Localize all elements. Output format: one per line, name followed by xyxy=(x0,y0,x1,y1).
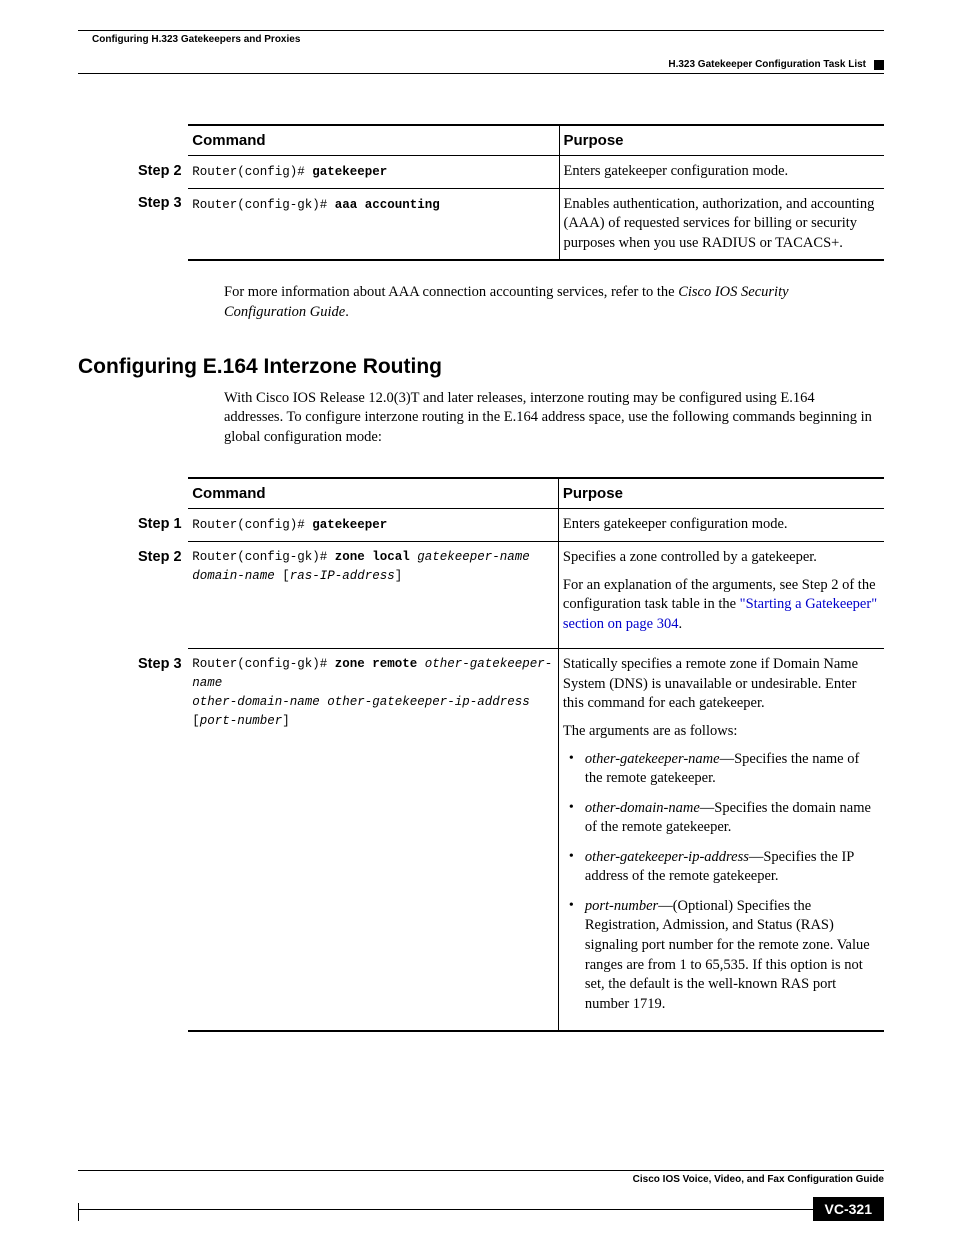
body-paragraph: With Cisco IOS Release 12.0(3)T and late… xyxy=(224,389,874,448)
purpose-text: Enables authentication, authorization, a… xyxy=(559,188,884,260)
list-item: other-gatekeeper-ip-address—Specifies th… xyxy=(563,848,880,887)
cmd-keyword: gatekeeper xyxy=(312,165,387,179)
cmd-arg: port-number xyxy=(200,714,283,728)
cmd-keyword: zone remote xyxy=(335,657,418,671)
table-row: Step 2 Router(config-gk)# zone local gat… xyxy=(134,542,884,649)
table-row: Step 1 Router(config)# gatekeeper Enters… xyxy=(134,509,884,542)
table-header-purpose: Purpose xyxy=(559,125,884,156)
cmd-arg: domain-name xyxy=(192,569,282,583)
list-item: other-gatekeeper-name—Specifies the name… xyxy=(563,750,880,789)
purpose-text: Statically specifies a remote zone if Do… xyxy=(563,655,880,714)
step-label: Step 2 xyxy=(134,156,188,189)
cmd-prefix: Router(config)# xyxy=(192,518,312,532)
command-table-2: Command Purpose Step 1 Router(config)# g… xyxy=(134,477,884,1032)
cmd-prefix: Router(config-gk)# xyxy=(192,550,335,564)
cmd-keyword: aaa accounting xyxy=(335,198,440,212)
page-footer: Cisco IOS Voice, Video, and Fax Configur… xyxy=(78,1170,884,1221)
table-header-purpose: Purpose xyxy=(558,478,884,509)
purpose-text: The arguments are as follows: xyxy=(563,722,880,742)
step-label: Step 1 xyxy=(134,509,188,542)
body-paragraph: For more information about AAA connectio… xyxy=(224,283,874,322)
section-heading: Configuring E.164 Interzone Routing xyxy=(78,355,884,379)
cmd-prefix: Router(config)# xyxy=(192,165,312,179)
table-header-command: Command xyxy=(188,478,558,509)
cmd-prefix: Router(config-gk)# xyxy=(192,657,335,671)
cmd-arg: ras-IP-address xyxy=(290,569,395,583)
step-label: Step 2 xyxy=(134,542,188,649)
purpose-text: Enters gatekeeper configuration mode. xyxy=(558,509,884,542)
step-label: Step 3 xyxy=(134,649,188,1032)
table-row: Step 3 Router(config-gk)# zone remote ot… xyxy=(134,649,884,1032)
table-row: Step 2 Router(config)# gatekeeper Enters… xyxy=(134,156,884,189)
cmd-keyword: zone local xyxy=(335,550,410,564)
cmd-prefix: Router(config-gk)# xyxy=(192,198,335,212)
page-header: Configuring H.323 Gatekeepers and Proxie… xyxy=(78,30,884,74)
footer-book-title: Cisco IOS Voice, Video, and Fax Configur… xyxy=(78,1174,884,1185)
cmd-arg: other-domain-name other-gatekeeper-ip-ad… xyxy=(192,695,530,709)
cmd-keyword: gatekeeper xyxy=(312,518,387,532)
purpose-text: Enters gatekeeper configuration mode. xyxy=(559,156,884,189)
cmd-arg: gatekeeper-name xyxy=(410,550,530,564)
header-chapter-title: Configuring H.323 Gatekeepers and Proxie… xyxy=(78,34,884,45)
purpose-text: For an explanation of the arguments, see… xyxy=(563,576,880,635)
step-label: Step 3 xyxy=(134,188,188,260)
header-marker-icon xyxy=(874,60,884,70)
argument-list: other-gatekeeper-name—Specifies the name… xyxy=(563,750,880,1015)
page-number: VC-321 xyxy=(813,1197,884,1221)
command-table-1: Command Purpose Step 2 Router(config)# g… xyxy=(134,124,884,261)
table-row: Step 3 Router(config-gk)# aaa accounting… xyxy=(134,188,884,260)
list-item: other-domain-name—Specifies the domain n… xyxy=(563,799,880,838)
list-item: port-number—(Optional) Specifies the Reg… xyxy=(563,897,880,1014)
purpose-text: Specifies a zone controlled by a gatekee… xyxy=(563,548,880,568)
table-header-command: Command xyxy=(188,125,559,156)
header-section-title: H.323 Gatekeeper Configuration Task List xyxy=(668,59,866,70)
